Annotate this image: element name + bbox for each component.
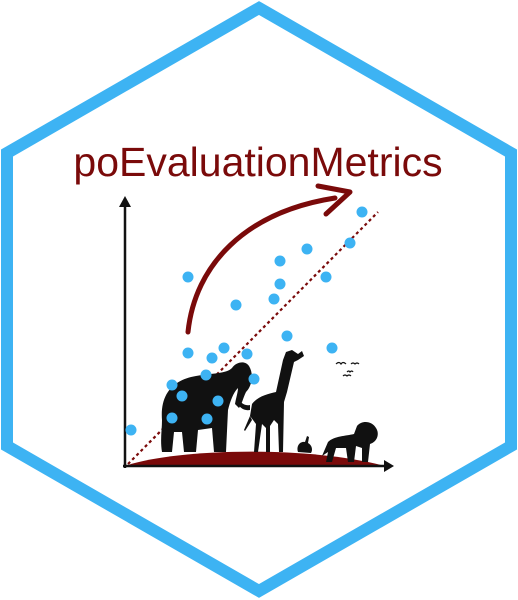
trend-arrow-icon <box>185 195 338 335</box>
birds-icon <box>335 361 360 377</box>
ground-mound <box>125 451 385 466</box>
point <box>201 413 213 425</box>
point <box>212 395 224 407</box>
trend-arrow-head <box>315 183 353 217</box>
point <box>248 373 260 385</box>
logo-title: poEvaluationMetrics <box>73 139 442 185</box>
point <box>125 424 137 436</box>
point <box>281 330 293 342</box>
point <box>166 412 178 424</box>
elephant-icon <box>161 362 252 452</box>
point <box>182 347 194 359</box>
point <box>206 352 218 364</box>
point <box>274 278 286 290</box>
point <box>326 342 338 354</box>
point <box>274 255 286 267</box>
lion-icon <box>322 422 378 462</box>
point <box>301 243 313 255</box>
point <box>344 237 356 249</box>
giraffe-icon <box>244 350 304 452</box>
rabbit-icon <box>297 436 312 453</box>
point <box>182 271 194 283</box>
point <box>200 369 212 381</box>
x-axis-arrowhead <box>384 460 394 472</box>
y-axis-arrowhead <box>119 196 131 207</box>
point <box>176 390 188 402</box>
diagonal-reference-line <box>127 211 379 465</box>
point <box>166 379 178 391</box>
point <box>268 293 280 305</box>
point <box>320 271 332 283</box>
point <box>241 348 253 360</box>
scatter-points <box>125 206 368 436</box>
point <box>230 299 242 311</box>
point <box>356 206 368 218</box>
point <box>218 342 230 354</box>
